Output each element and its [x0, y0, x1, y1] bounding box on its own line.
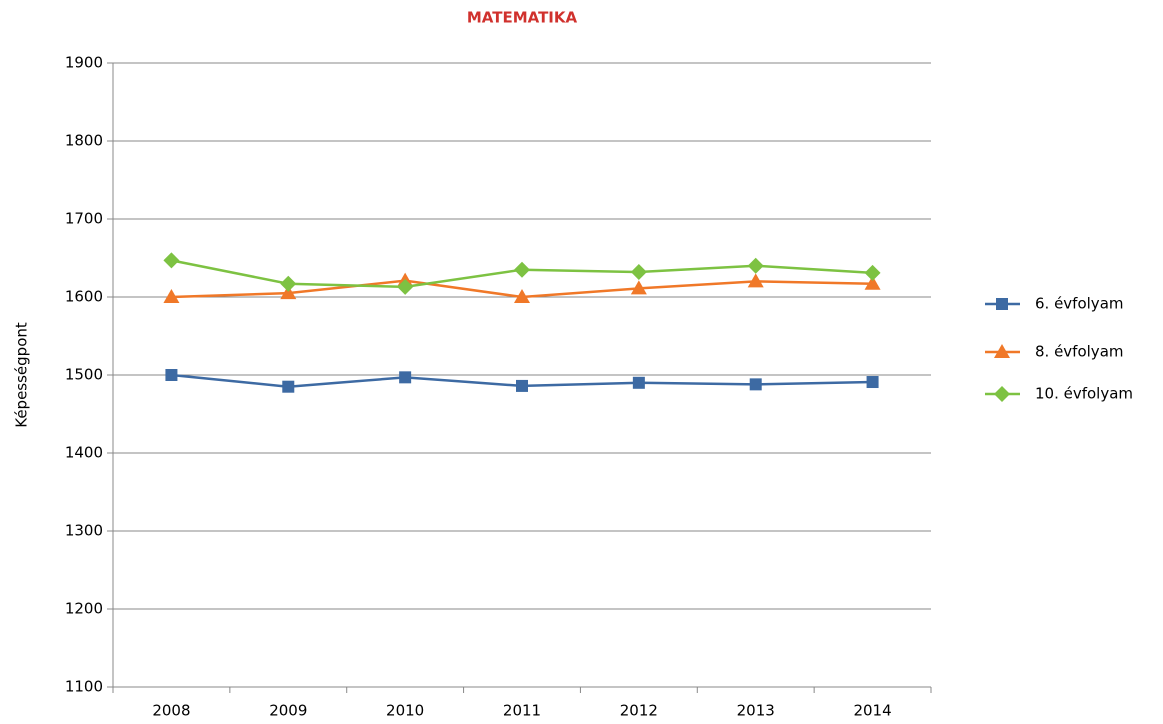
marker [163, 289, 180, 303]
y-tick-label: 1600 [65, 288, 103, 306]
chart-title: MATEMATIKA [467, 9, 578, 27]
marker [632, 376, 645, 389]
marker [163, 252, 180, 269]
marker [996, 298, 1008, 310]
marker [397, 278, 414, 295]
marker [514, 289, 530, 303]
y-tick-label: 1200 [65, 600, 103, 618]
marker [516, 379, 528, 392]
marker [747, 273, 764, 288]
x-tick-label: 2008 [152, 702, 190, 720]
marker [280, 285, 297, 300]
x-tick-label: 2009 [269, 702, 307, 720]
y-tick-label: 1500 [65, 366, 103, 384]
marker [994, 344, 1010, 358]
y-tick-label: 1100 [65, 678, 103, 696]
marker [994, 386, 1010, 402]
y-tick-label: 1300 [65, 522, 103, 540]
x-tick-label: 2012 [620, 702, 658, 720]
marker [399, 371, 412, 384]
marker [864, 264, 881, 281]
marker [864, 275, 881, 290]
y-tick-label: 1800 [65, 132, 103, 150]
legend-label: 8. évfolyam [1035, 343, 1124, 361]
x-tick-label: 2010 [386, 702, 424, 720]
marker [280, 275, 297, 292]
marker [165, 369, 178, 381]
x-tick-label: 2014 [853, 702, 891, 720]
marker [749, 378, 762, 391]
marker [630, 264, 647, 281]
x-tick-label: 2011 [503, 702, 541, 720]
marker [282, 380, 295, 393]
marker [866, 376, 879, 389]
x-tick-label: 2013 [737, 702, 775, 720]
legend-label: 10. évfolyam [1035, 385, 1133, 403]
marker [630, 280, 647, 295]
marker [747, 257, 764, 274]
marker [514, 261, 530, 278]
y-tick-label: 1700 [65, 210, 103, 228]
y-tick-label: 1900 [65, 54, 103, 72]
legend-label: 6. évfolyam [1035, 295, 1124, 313]
y-tick-label: 1400 [65, 444, 103, 462]
y-axis-label: Képességpont [13, 322, 31, 428]
